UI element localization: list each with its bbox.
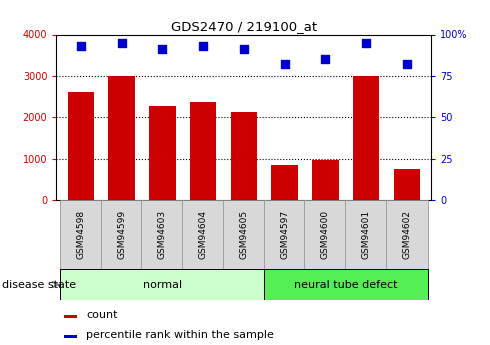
Point xyxy=(403,61,411,67)
Text: GSM94598: GSM94598 xyxy=(76,210,85,259)
Bar xyxy=(64,335,77,338)
Bar xyxy=(149,106,175,200)
Bar xyxy=(230,112,257,200)
Bar xyxy=(101,200,143,269)
Bar xyxy=(393,169,420,200)
Text: GSM94603: GSM94603 xyxy=(158,210,167,259)
Bar xyxy=(108,76,135,200)
Bar xyxy=(264,269,428,300)
Text: GSM94601: GSM94601 xyxy=(362,210,370,259)
Point xyxy=(158,47,166,52)
Text: GSM94597: GSM94597 xyxy=(280,210,289,259)
Point xyxy=(281,61,289,67)
Point xyxy=(240,47,247,52)
Bar xyxy=(60,200,101,269)
Bar xyxy=(312,160,339,200)
Point xyxy=(199,43,207,49)
Bar xyxy=(264,200,305,269)
Bar xyxy=(64,315,77,318)
Bar xyxy=(345,200,387,269)
Text: GSM94600: GSM94600 xyxy=(321,210,330,259)
Text: normal: normal xyxy=(143,280,182,289)
Bar xyxy=(386,200,428,269)
Point xyxy=(321,57,329,62)
Text: neural tube defect: neural tube defect xyxy=(294,280,397,289)
Bar xyxy=(353,76,379,200)
Point xyxy=(77,43,85,49)
Text: GSM94599: GSM94599 xyxy=(117,210,126,259)
Point xyxy=(362,40,370,46)
Bar xyxy=(60,269,265,300)
Text: count: count xyxy=(86,310,118,320)
Point xyxy=(118,40,125,46)
Bar xyxy=(304,200,346,269)
Text: GSM94604: GSM94604 xyxy=(198,210,208,259)
Text: GSM94605: GSM94605 xyxy=(239,210,248,259)
Bar xyxy=(190,101,216,200)
Text: disease state: disease state xyxy=(2,280,76,289)
Text: GSM94602: GSM94602 xyxy=(402,210,411,259)
Bar xyxy=(182,200,224,269)
Bar xyxy=(142,200,183,269)
Bar xyxy=(68,92,94,200)
Title: GDS2470 / 219100_at: GDS2470 / 219100_at xyxy=(171,20,317,33)
Bar xyxy=(223,200,265,269)
Text: percentile rank within the sample: percentile rank within the sample xyxy=(86,330,274,340)
Bar xyxy=(271,165,298,200)
